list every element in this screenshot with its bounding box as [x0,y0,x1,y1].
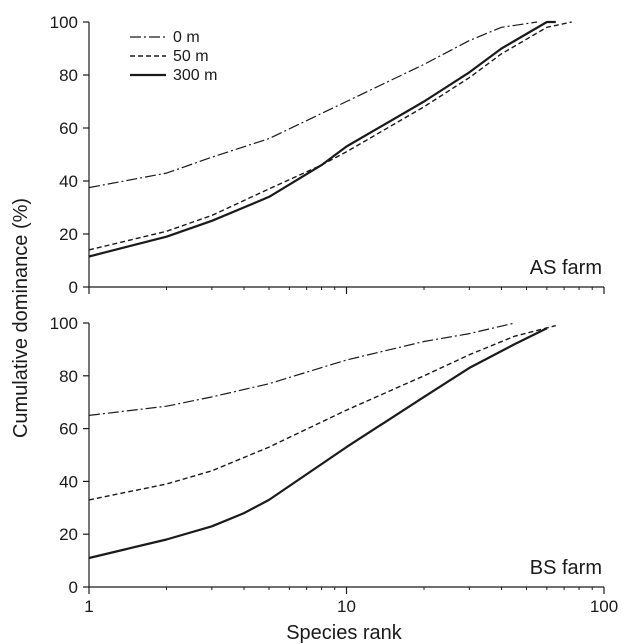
bs-farm-series-50-m [88,324,556,501]
as-farm-series-0-m [88,21,538,189]
bs-farm-x-tick-label: 100 [590,597,618,616]
as-farm-y-tick-label: 20 [59,225,78,244]
as-farm-series-50-m [88,21,572,251]
as-farm-y-tick-label: 40 [59,172,78,191]
as-farm-y-tick-label: 0 [69,278,78,297]
legend-label-50-m: 50 m [173,48,209,65]
bs-farm-y-tick-label: 0 [69,578,78,597]
as-farm-y-tick-label: 80 [59,66,78,85]
bs-farm-y-tick-label: 40 [59,472,78,491]
legend-label-300-m: 300 m [173,67,217,84]
as-farm-y-tick-label: 60 [59,119,78,138]
bs-farm-y-tick-label: 60 [59,420,78,439]
bs-farm-x-tick-label: 10 [337,597,356,616]
legend-label-0-m: 0 m [173,29,200,46]
as-farm-series-300-m [88,20,556,258]
bs-farm-y-tick-label: 20 [59,525,78,544]
bs-farm-panel-label: BS farm [530,557,602,579]
x-axis-title: Species rank [286,622,403,644]
bs-farm-series-0-m [88,322,515,416]
y-axis-title: Cumulative dominance (%) [10,198,32,438]
bs-farm-y-tick-label: 80 [59,367,78,386]
bs-farm-y-tick-label: 100 [50,314,78,333]
bs-farm-series-300-m [88,327,548,560]
bs-farm-x-tick-label: 1 [84,597,93,616]
as-farm-panel-label: AS farm [530,257,602,279]
as-farm-y-tick-label: 100 [50,13,78,32]
